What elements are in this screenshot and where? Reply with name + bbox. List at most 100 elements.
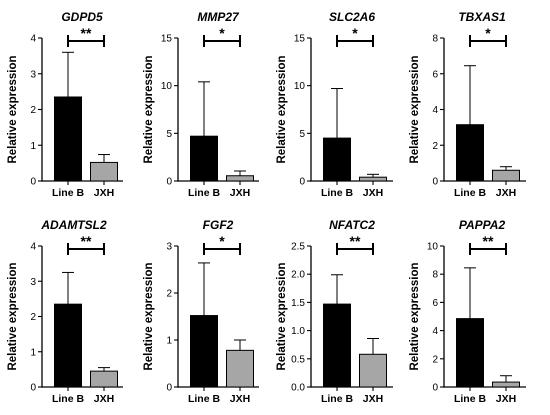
bar-1 xyxy=(492,169,520,182)
category-label: Line B xyxy=(454,393,487,405)
chart-title: MMP27 xyxy=(197,10,240,24)
category-label: Line B xyxy=(52,393,85,405)
y-tick-label: 2 xyxy=(432,141,438,152)
y-tick-label: 5 xyxy=(166,129,172,140)
category-label: JXH xyxy=(94,393,114,405)
significance-label: ** xyxy=(350,233,361,249)
y-tick-label: 0 xyxy=(166,177,172,188)
chart-panel-2: SLC2A6 Relative expression 0 5 10 15 Line B JXH… xyxy=(276,10,393,199)
y-tick-label: 2 xyxy=(166,289,172,300)
y-tick-label: 4 xyxy=(30,34,36,45)
chart-title: FGF2 xyxy=(203,218,234,232)
y-tick-label: 3 xyxy=(166,242,172,253)
y-tick-label: 1 xyxy=(166,336,172,347)
category-label: Line B xyxy=(188,393,221,405)
y-tick-label: 10 xyxy=(294,81,306,92)
significance-label: ** xyxy=(483,233,494,249)
y-tick-label: 0.0 xyxy=(291,383,305,394)
bar-0 xyxy=(323,137,351,182)
bar-1 xyxy=(359,353,387,388)
bar-1 xyxy=(90,370,118,388)
y-tick-label: 6 xyxy=(432,69,438,80)
bar-1 xyxy=(226,175,254,182)
y-tick-label: 15 xyxy=(294,34,306,45)
category-label: JXH xyxy=(496,393,516,405)
significance-label: * xyxy=(485,25,491,41)
y-tick-label: 0 xyxy=(432,177,438,188)
y-tick-label: 10 xyxy=(427,242,439,253)
y-tick-label: 8 xyxy=(432,34,438,45)
y-tick-label: 2.0 xyxy=(291,270,305,281)
y-tick-label: 1 xyxy=(30,347,36,358)
y-tick-label: 15 xyxy=(161,34,173,45)
category-label: Line B xyxy=(454,187,487,199)
y-tick-label: 1.0 xyxy=(291,326,305,337)
chart-title: GDPD5 xyxy=(61,10,103,24)
y-tick-label: 5 xyxy=(299,129,305,140)
chart-panel-1: MMP27 Relative expression 0 5 10 15 Line B JXH * xyxy=(143,10,259,199)
y-tick-label: 10 xyxy=(161,81,173,92)
y-tick-label: 0 xyxy=(166,383,172,394)
category-label: Line B xyxy=(321,187,354,199)
y-axis-label: Relative expression xyxy=(143,55,155,163)
y-tick-label: 4 xyxy=(432,105,438,116)
chart-panel-3: TBXAS1 Relative expression 0 2 4 6 8 Line B JXH * xyxy=(409,10,526,199)
chart-title: TBXAS1 xyxy=(458,10,506,24)
bar-1 xyxy=(492,381,520,388)
category-label: JXH xyxy=(363,393,383,405)
y-axis-label: Relative expression xyxy=(409,55,421,163)
chart-panel-4: ADAMTSL2 Relative expression 0 1 2 3 4 Line B JX… xyxy=(7,218,123,405)
category-label: Line B xyxy=(188,187,221,199)
chart-panel-7: PAPPA2 Relative expression 0 2 4 6 8 10 Line B JX… xyxy=(409,218,526,405)
significance-label: * xyxy=(219,25,225,41)
bar-1 xyxy=(226,349,254,388)
chart-title: SLC2A6 xyxy=(329,10,375,24)
category-label: JXH xyxy=(230,187,250,199)
bar-1 xyxy=(359,176,387,182)
bar-0 xyxy=(54,96,82,182)
y-tick-label: 4 xyxy=(432,326,438,337)
significance-label: * xyxy=(352,25,358,41)
chart-panel-5: FGF2 Relative expression 0 1 2 3 Line B JXH * xyxy=(143,218,259,405)
chart-title: NFATC2 xyxy=(329,218,375,232)
y-tick-label: 1 xyxy=(30,141,36,152)
y-tick-label: 2.5 xyxy=(291,242,305,253)
category-label: JXH xyxy=(496,187,516,199)
y-tick-label: 0 xyxy=(30,177,36,188)
category-label: Line B xyxy=(321,393,354,405)
bar-0 xyxy=(456,124,484,182)
category-label: Line B xyxy=(52,187,85,199)
y-tick-label: 0 xyxy=(299,177,305,188)
y-axis-label: Relative expression xyxy=(143,262,155,370)
y-tick-label: 2 xyxy=(30,105,36,116)
y-tick-label: 4 xyxy=(30,242,36,253)
chart-panel-0: GDPD5 Relative expression 0 1 2 3 4 Line B JXH ** xyxy=(7,10,123,199)
chart-title: PAPPA2 xyxy=(459,218,506,232)
bar-0 xyxy=(456,318,484,388)
category-label: JXH xyxy=(94,187,114,199)
y-tick-label: 0 xyxy=(30,383,36,394)
chart-panel-6: NFATC2 Relative expression 0.0 0.5 1.0 1.5 2.0… xyxy=(276,218,393,405)
significance-label: * xyxy=(219,233,225,249)
y-tick-label: 2 xyxy=(30,312,36,323)
y-tick-label: 1.5 xyxy=(291,298,305,309)
y-axis-label: Relative expression xyxy=(7,55,19,163)
category-label: JXH xyxy=(230,393,250,405)
significance-label: ** xyxy=(81,233,92,249)
bar-0 xyxy=(54,303,82,388)
y-tick-label: 3 xyxy=(30,277,36,288)
bar-1 xyxy=(90,161,118,182)
y-axis-label: Relative expression xyxy=(276,262,288,370)
y-tick-label: 0 xyxy=(432,383,438,394)
significance-label: ** xyxy=(81,25,92,41)
bar-0 xyxy=(190,315,218,388)
y-tick-label: 6 xyxy=(432,298,438,309)
bar-0 xyxy=(323,303,351,388)
y-axis-label: Relative expression xyxy=(276,55,288,163)
category-label: JXH xyxy=(363,187,383,199)
y-axis-label: Relative expression xyxy=(409,262,421,370)
chart-title: ADAMTSL2 xyxy=(40,218,107,232)
y-tick-label: 0.5 xyxy=(291,354,305,365)
y-tick-label: 8 xyxy=(432,270,438,281)
